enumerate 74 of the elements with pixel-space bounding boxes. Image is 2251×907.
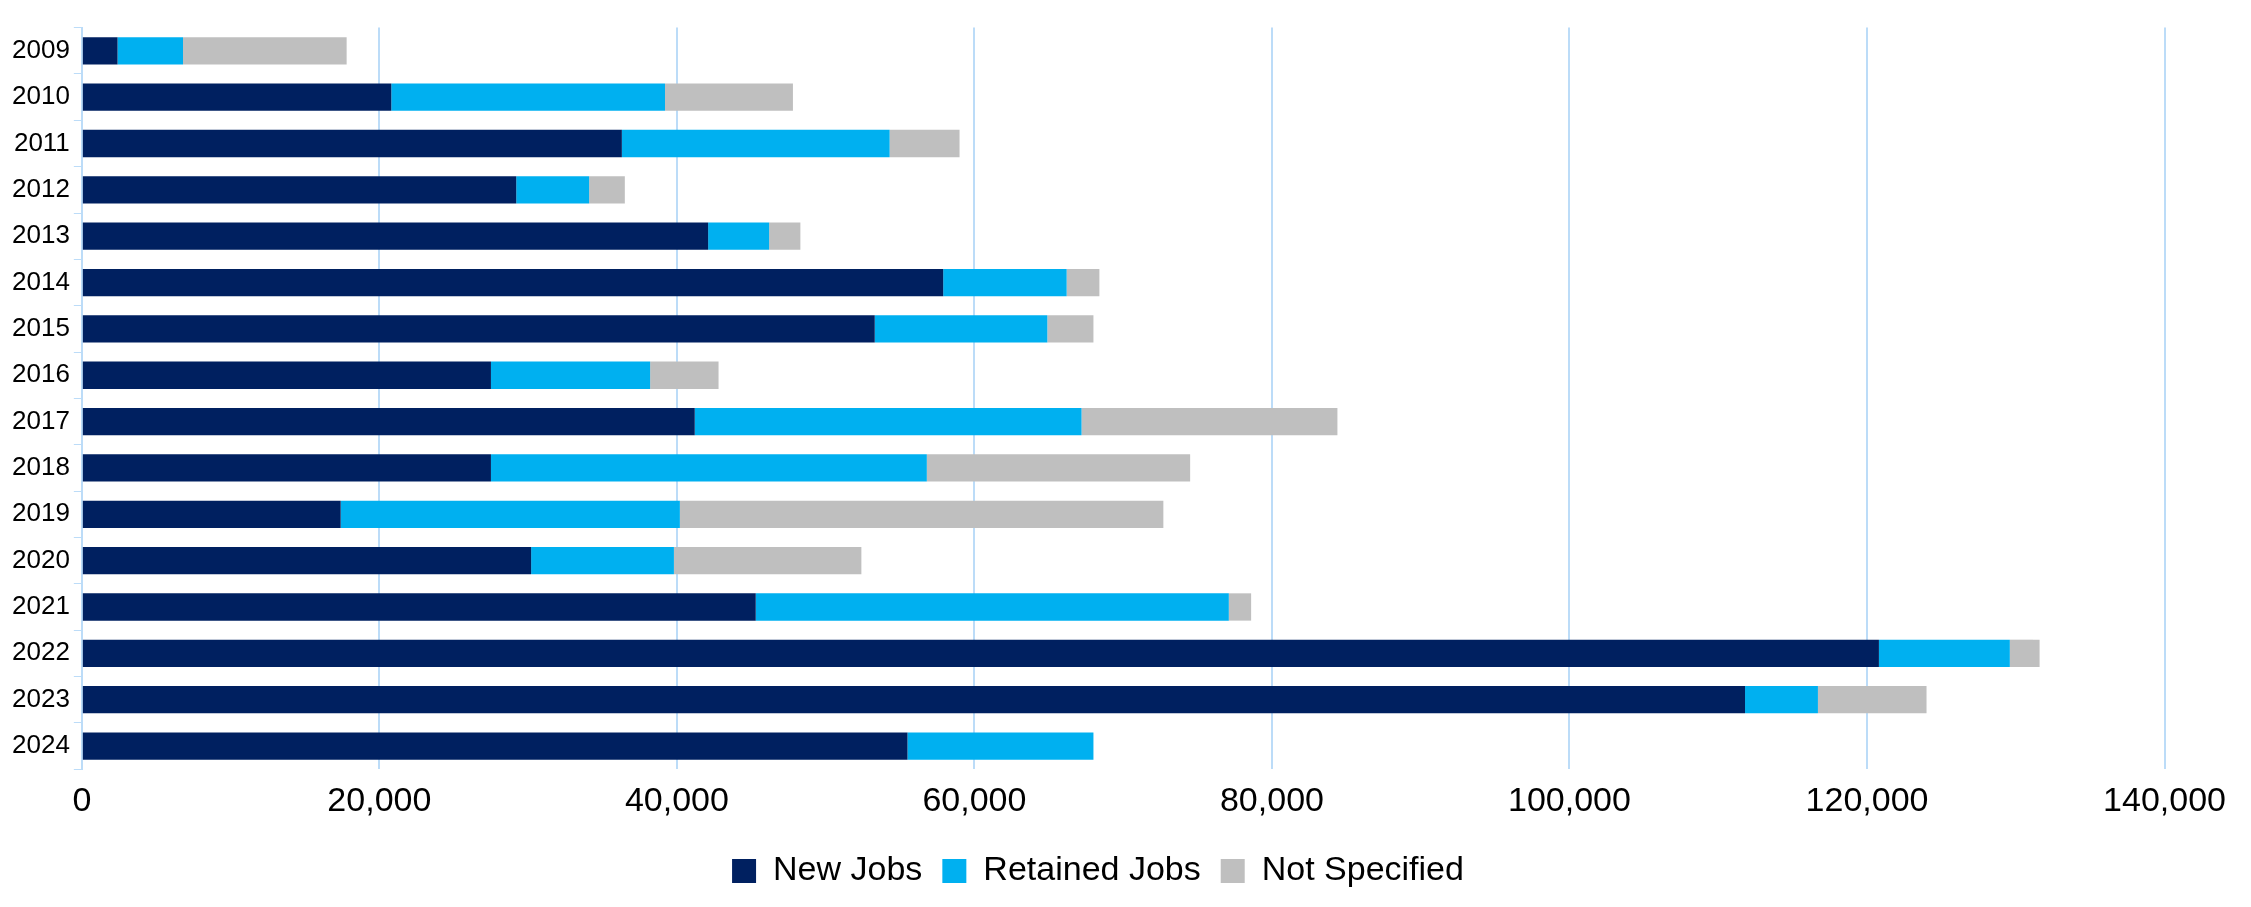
bar bbox=[82, 37, 118, 65]
y-tick-label: 2023 bbox=[12, 682, 70, 713]
y-tick-label: 2024 bbox=[12, 729, 70, 760]
x-tick-label: 20,000 bbox=[327, 779, 432, 818]
y-tick-label: 2022 bbox=[12, 636, 70, 667]
bar bbox=[755, 593, 1229, 621]
bar bbox=[926, 454, 1191, 482]
bar bbox=[1228, 593, 1252, 621]
legend-label: Not Specified bbox=[1261, 849, 1464, 888]
bar bbox=[1081, 407, 1338, 436]
bar bbox=[117, 37, 183, 65]
bar bbox=[82, 546, 532, 575]
bar bbox=[516, 176, 590, 204]
bar bbox=[82, 593, 756, 621]
x-tick-label: 80,000 bbox=[1219, 779, 1324, 818]
bar bbox=[82, 83, 392, 111]
y-tick-label: 2011 bbox=[13, 126, 70, 157]
bar bbox=[1878, 639, 2010, 667]
x-tick-label: 0 bbox=[72, 779, 92, 818]
bar bbox=[82, 454, 491, 482]
bar bbox=[82, 686, 1746, 714]
bar bbox=[490, 454, 927, 482]
bar bbox=[874, 315, 1048, 343]
x-tick-label: 100,000 bbox=[1508, 779, 1631, 818]
bar bbox=[1047, 315, 1094, 343]
bar bbox=[183, 37, 347, 65]
bar bbox=[82, 732, 908, 760]
y-tick-label: 2010 bbox=[12, 80, 70, 111]
bar bbox=[82, 639, 1879, 667]
bar bbox=[490, 361, 651, 389]
x-tick-label: 60,000 bbox=[922, 779, 1027, 818]
y-tick-label: 2020 bbox=[12, 543, 70, 574]
y-tick-label: 2019 bbox=[12, 497, 70, 528]
x-tick-label: 140,000 bbox=[2103, 779, 2226, 818]
bar bbox=[1817, 686, 1927, 714]
y-tick-label: 2012 bbox=[12, 173, 70, 203]
x-tick-label: 120,000 bbox=[1805, 779, 1929, 818]
bar bbox=[589, 176, 625, 204]
y-tick-label: 2014 bbox=[12, 265, 70, 296]
y-tick-label: 2016 bbox=[12, 358, 70, 389]
bar bbox=[531, 546, 674, 575]
bar bbox=[82, 500, 341, 528]
bar bbox=[340, 500, 680, 528]
bar bbox=[82, 268, 944, 297]
bar bbox=[665, 83, 793, 111]
bar bbox=[82, 361, 491, 389]
legend-label: New Jobs bbox=[773, 849, 923, 888]
bar bbox=[708, 222, 770, 250]
bar bbox=[2009, 639, 2040, 667]
bar bbox=[1066, 268, 1100, 297]
bar bbox=[82, 407, 695, 436]
bar bbox=[82, 315, 875, 343]
bar bbox=[621, 129, 890, 158]
bar bbox=[694, 407, 1082, 436]
bar bbox=[82, 129, 622, 158]
y-tick-label: 2017 bbox=[12, 404, 70, 435]
bar bbox=[679, 500, 1164, 528]
bar bbox=[650, 361, 719, 389]
y-tick-label: 2021 bbox=[12, 590, 70, 621]
bar bbox=[889, 129, 960, 158]
bar bbox=[769, 222, 801, 250]
bar bbox=[907, 732, 1094, 760]
y-tick-label: 2009 bbox=[12, 33, 70, 64]
y-tick-label: 2013 bbox=[12, 219, 70, 250]
bar bbox=[1745, 686, 1818, 714]
bar bbox=[391, 83, 665, 111]
bar bbox=[82, 222, 709, 250]
legend-label: Retained Jobs bbox=[983, 849, 1201, 888]
y-tick-label: 2015 bbox=[12, 312, 70, 343]
x-tick-label: 40,000 bbox=[624, 779, 729, 818]
bar bbox=[673, 546, 862, 575]
y-tick-label: 2018 bbox=[12, 451, 70, 482]
bar bbox=[943, 268, 1067, 297]
bar bbox=[82, 176, 517, 204]
